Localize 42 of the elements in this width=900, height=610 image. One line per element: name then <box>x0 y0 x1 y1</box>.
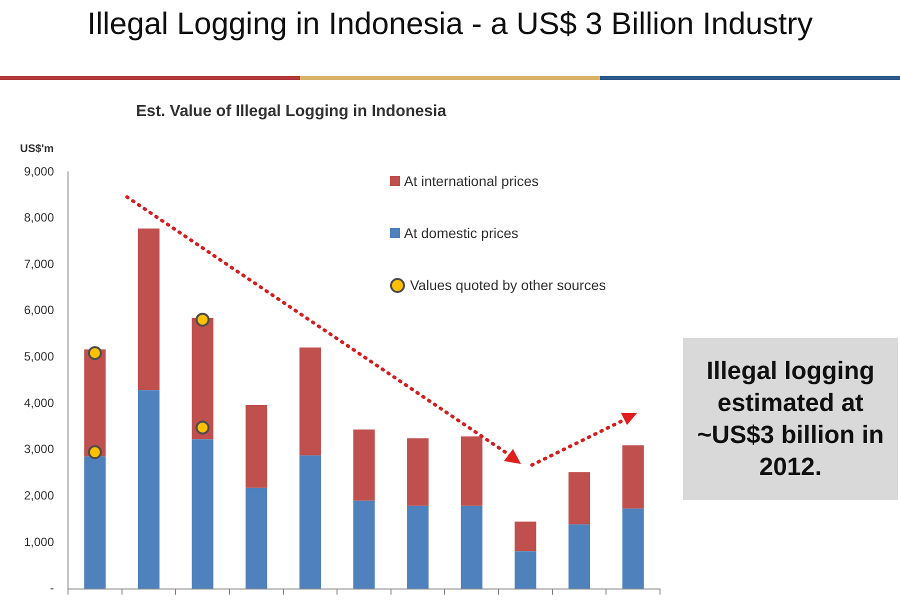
bar <box>353 429 375 501</box>
bar <box>246 488 268 589</box>
bar <box>407 506 429 589</box>
bar <box>568 524 590 589</box>
y-tick-label: 2,000 <box>24 488 54 502</box>
y-tick-label: 1,000 <box>24 534 54 549</box>
y-axis-title: US$'m <box>20 143 54 155</box>
chart-title: Illegal Logging in Indonesia - a US$ 3 Billion Industry <box>86 6 814 42</box>
bar <box>192 318 214 440</box>
bar <box>84 456 106 589</box>
y-tick-label: 8,000 <box>24 210 54 225</box>
legend-label: At domestic prices <box>404 225 518 241</box>
bar <box>514 522 536 552</box>
legend-label: At international prices <box>404 173 539 189</box>
bar <box>299 455 321 589</box>
bar <box>299 348 321 456</box>
point <box>88 346 102 360</box>
bar <box>460 436 482 506</box>
point <box>196 312 210 327</box>
bar <box>138 228 160 390</box>
bar <box>622 508 644 589</box>
bar <box>246 404 268 488</box>
point <box>88 445 102 460</box>
bar <box>460 506 482 589</box>
legend-label: Values quoted by other sources <box>410 277 606 293</box>
bar <box>138 390 160 589</box>
bar <box>192 439 214 589</box>
text: Illegal logging estimated at ~US$3 billion in 2012. <box>683 338 898 500</box>
y-tick-label: 5,000 <box>24 350 54 364</box>
y-tick-label: 7,000 <box>24 256 54 271</box>
point <box>196 420 210 435</box>
y-tick-label: 9,000 <box>24 164 54 178</box>
y-tick-label: 4,000 <box>24 396 54 410</box>
bar <box>353 500 375 589</box>
y-tick-label: - <box>50 581 54 596</box>
bar <box>514 551 536 589</box>
bar <box>407 438 429 506</box>
chart-subtitle: Est. Value of Illegal Logging in Indonesia <box>136 103 446 121</box>
bar <box>622 445 644 509</box>
bar <box>568 472 590 524</box>
y-tick-label: 3,000 <box>24 442 54 456</box>
y-tick-label: 6,000 <box>24 303 54 318</box>
